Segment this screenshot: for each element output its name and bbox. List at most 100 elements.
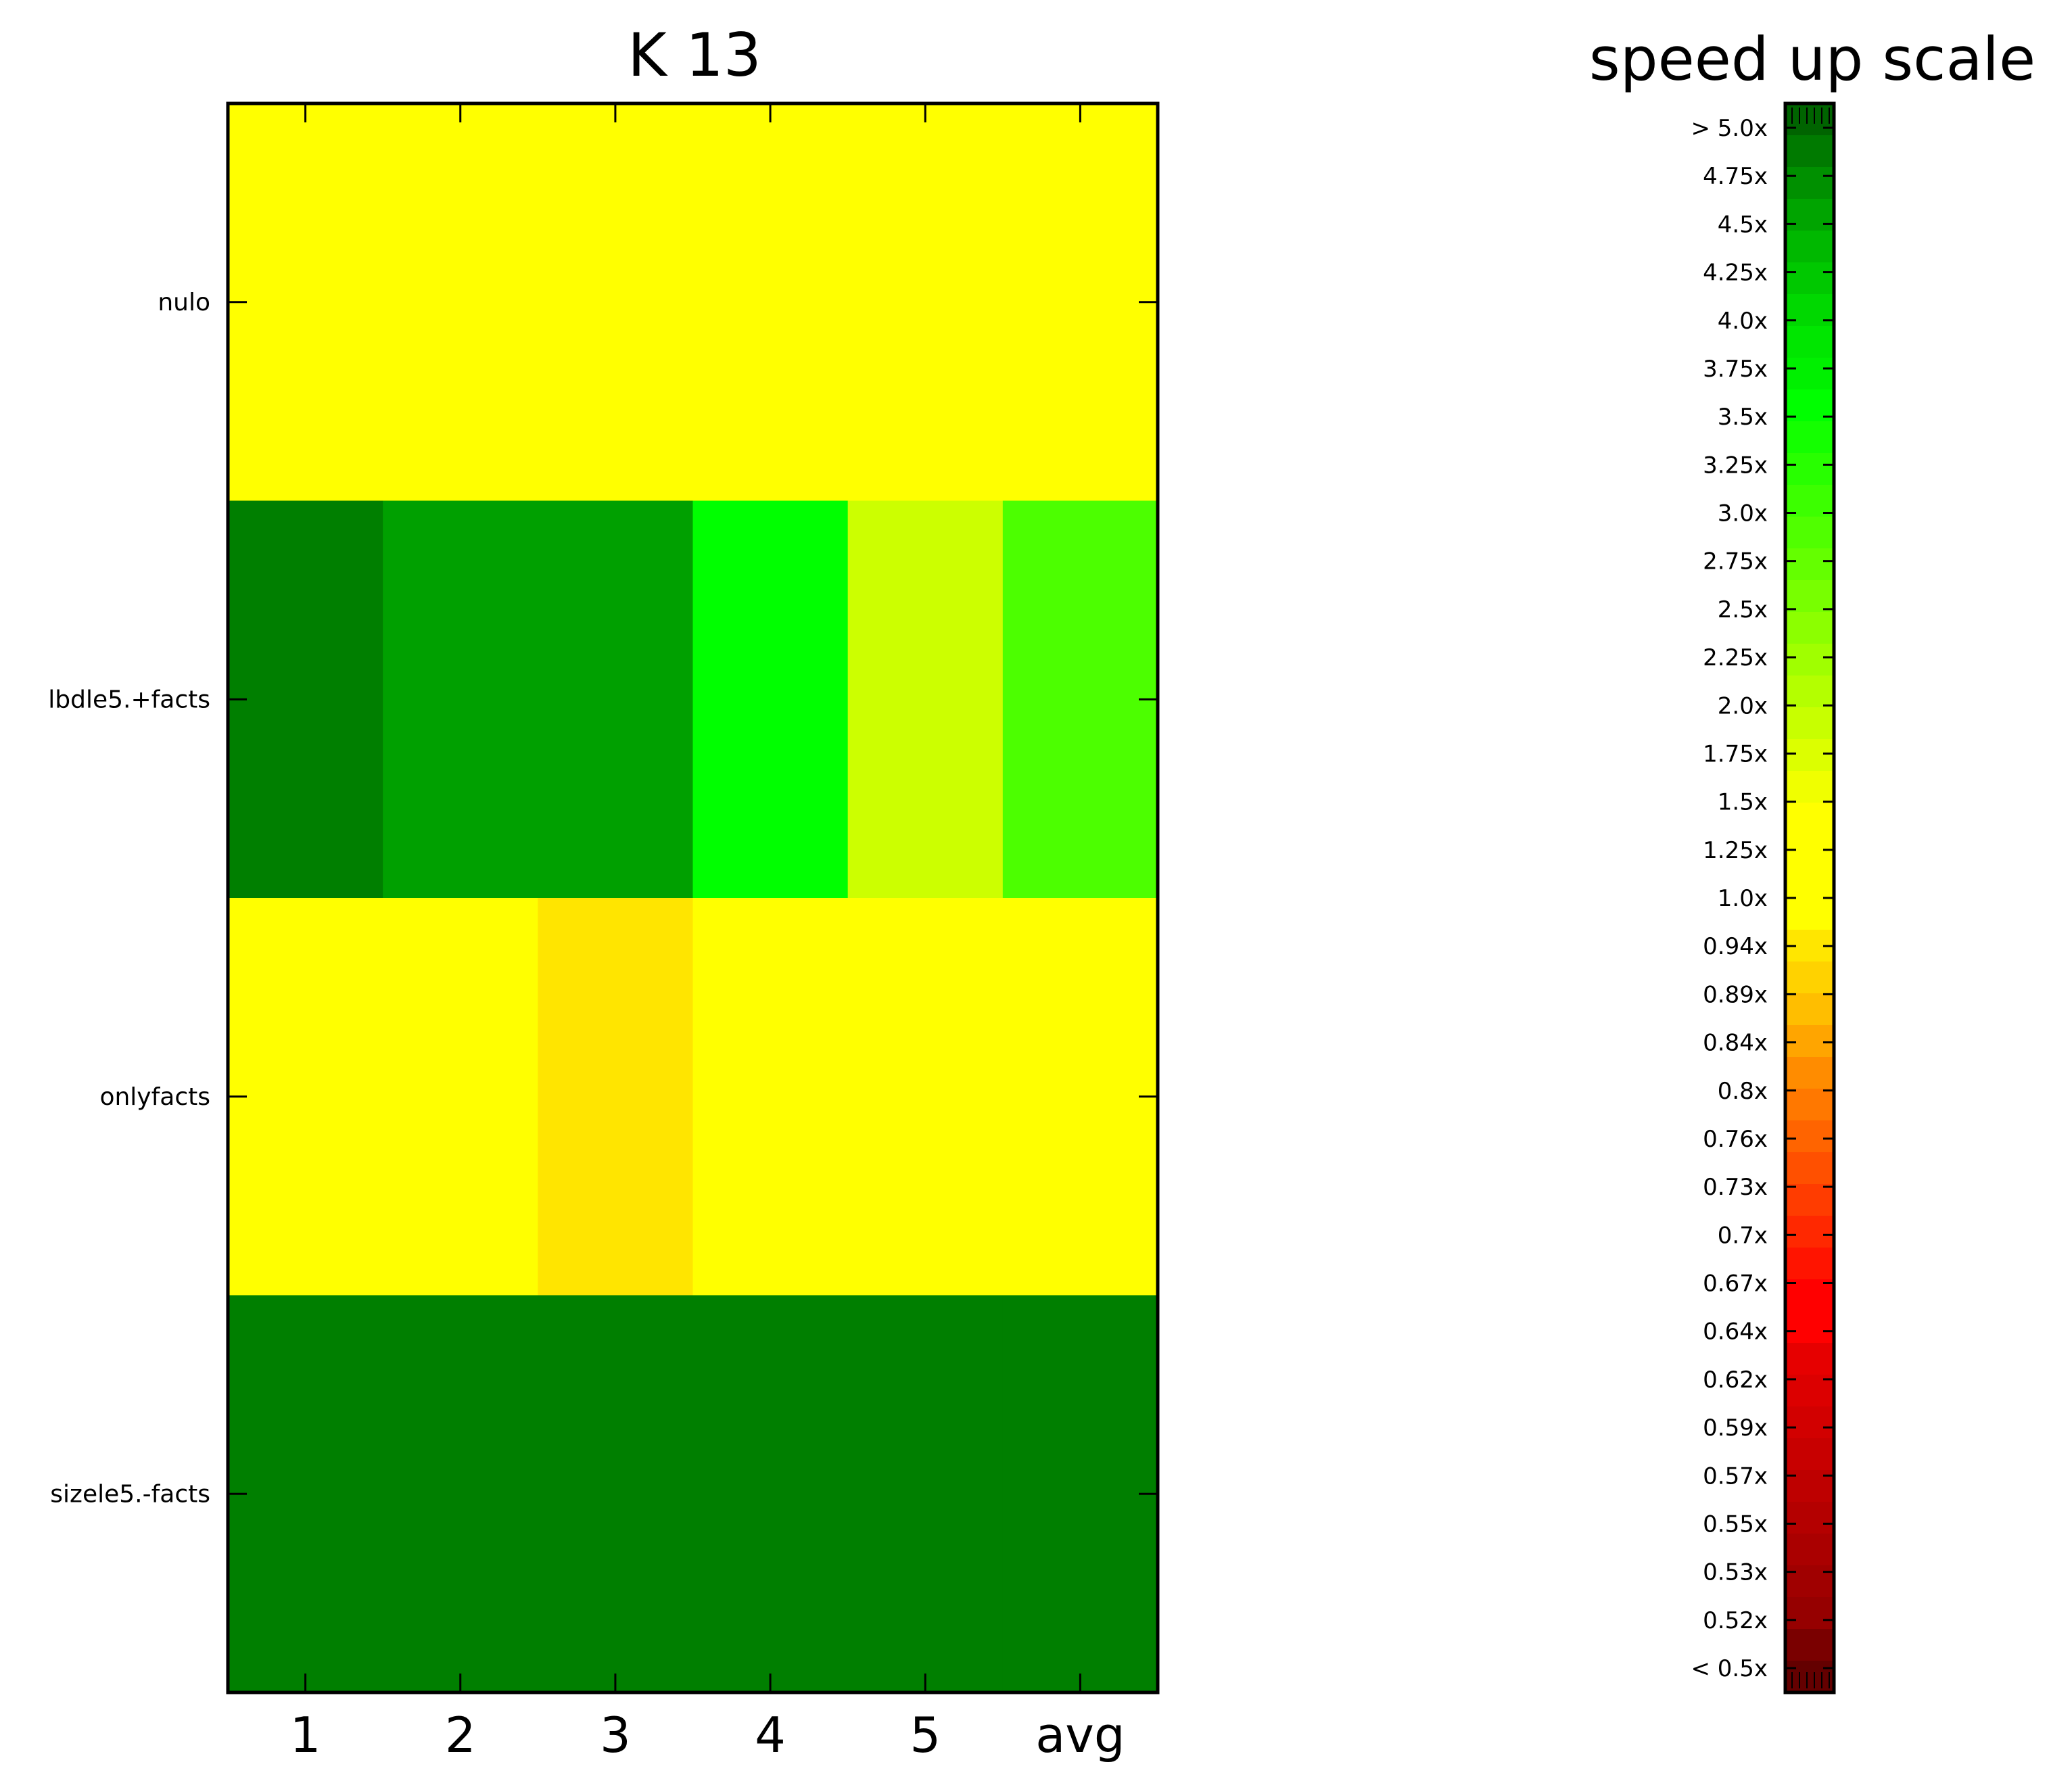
colorbar-band <box>1785 421 1834 454</box>
colorbar-band <box>1785 103 1834 136</box>
x-tick-label: 4 <box>755 1707 786 1763</box>
colorbar-tick-label: 0.62x <box>1703 1367 1768 1394</box>
heatmap-cell <box>1002 898 1158 1296</box>
colorbar-band <box>1785 1279 1834 1312</box>
heatmap-cell <box>228 898 383 1296</box>
colorbar-tick-label: 0.52x <box>1703 1607 1768 1634</box>
colorbar-tick-label: 2.75x <box>1703 548 1768 575</box>
colorbar-band <box>1785 517 1834 549</box>
x-tick-label: avg <box>1035 1707 1125 1763</box>
colorbar-band <box>1785 135 1834 168</box>
heatmap-cell <box>538 898 694 1296</box>
colorbar-band <box>1785 1152 1834 1185</box>
colorbar-band <box>1785 262 1834 295</box>
colorbar-band <box>1785 739 1834 772</box>
colorbar-tick-label: < 0.5x <box>1691 1655 1768 1682</box>
colorbar-band <box>1785 167 1834 199</box>
colorbar-band <box>1785 1597 1834 1630</box>
colorbar-tick-label: 0.67x <box>1703 1271 1768 1298</box>
colorbar-band <box>1785 1629 1834 1661</box>
colorbar-band <box>1785 898 1834 930</box>
x-tick-label: 5 <box>910 1707 941 1763</box>
x-tick-label: 3 <box>600 1707 631 1763</box>
colorbar-band <box>1785 548 1834 581</box>
colorbar-band <box>1785 993 1834 1026</box>
colorbar-tick-label: 4.0x <box>1718 308 1768 335</box>
y-tick-label: sizele5.-facts <box>50 1480 210 1508</box>
colorbar-tick-label: 4.75x <box>1703 163 1768 190</box>
colorbar-tick-label: 1.75x <box>1703 740 1768 767</box>
colorbar-band <box>1785 803 1834 835</box>
heatmap-cell <box>538 1295 694 1693</box>
y-tick-label: lbdle5.+facts <box>48 686 210 713</box>
colorbar-band <box>1785 1565 1834 1598</box>
heatmap-cell <box>228 1295 383 1693</box>
colorbar-band <box>1785 1216 1834 1248</box>
colorbar-tick-label: 0.8x <box>1718 1078 1768 1105</box>
colorbar-tick-label: 2.5x <box>1718 596 1768 623</box>
colorbar-band <box>1785 1184 1834 1216</box>
colorbar-tick-label: 1.25x <box>1703 837 1768 864</box>
colorbar-band <box>1785 453 1834 485</box>
colorbar-tick-label: 4.25x <box>1703 260 1768 287</box>
colorbar-tick-label: 3.5x <box>1718 404 1768 431</box>
colorbar-tick-label: 3.0x <box>1718 500 1768 527</box>
colorbar-band <box>1785 1311 1834 1344</box>
colorbar-tick-label: 2.0x <box>1718 692 1768 719</box>
colorbar-band <box>1785 199 1834 231</box>
heatmap-cell <box>847 1295 1004 1693</box>
colorbar-tick-label: 0.89x <box>1703 981 1768 1008</box>
heatmap-cell <box>692 103 849 502</box>
colorbar-tick-label: 0.55x <box>1703 1511 1768 1538</box>
colorbar-tick-label: 0.53x <box>1703 1559 1768 1586</box>
heatmap-cell <box>383 898 538 1296</box>
heatmap-cell <box>847 103 1004 502</box>
heatmap-cell <box>538 103 694 502</box>
heatmap-title: K 13 <box>628 20 761 90</box>
y-tick-labels: nulo lbdle5.+facts onlyfacts sizele5.-facts <box>48 289 210 1509</box>
colorbar-band <box>1785 294 1834 327</box>
colorbar-tick-label: 3.25x <box>1703 452 1768 479</box>
colorbar-tick-label: 0.76x <box>1703 1126 1768 1153</box>
heatmap-cell <box>692 1295 849 1693</box>
colorbar-band <box>1785 358 1834 390</box>
heatmap-cell <box>1002 103 1158 502</box>
colorbar-tick-label: 3.75x <box>1703 356 1768 383</box>
colorbar-band <box>1785 231 1834 263</box>
colorbar-band <box>1785 580 1834 613</box>
heatmap-cell <box>692 898 849 1296</box>
colorbar-tick-label: 1.5x <box>1718 789 1768 816</box>
colorbar-band <box>1785 1502 1834 1534</box>
colorbar-band <box>1785 644 1834 676</box>
heatmap-cell <box>228 500 383 899</box>
colorbar-band <box>1785 1534 1834 1566</box>
colorbar-tick-label: 1.0x <box>1718 885 1768 912</box>
colorbar-tick-label: > 5.0x <box>1691 115 1768 142</box>
x-tick-label: 1 <box>290 1707 321 1763</box>
colorbar-tick-labels: > 5.0x 4.75x 4.5x 4.25x 4.0x 3.75x 3.5x 3.25x 3.… <box>1691 115 1768 1682</box>
x-tick-label: 2 <box>445 1707 476 1763</box>
heatmap-cell <box>1002 500 1158 899</box>
colorbar-band <box>1785 771 1834 803</box>
colorbar-tick-label: 0.84x <box>1703 1030 1768 1057</box>
heatmap-cell <box>847 500 1004 899</box>
colorbar-band <box>1785 1025 1834 1058</box>
heatmap-cells <box>228 103 1158 1693</box>
y-tick-label: nulo <box>158 289 210 316</box>
x-tick-labels: 1 2 3 4 5 avg <box>290 1707 1125 1763</box>
colorbar-tick-label: 0.59x <box>1703 1415 1768 1442</box>
heatmap-cell <box>383 1295 538 1693</box>
colorbar-band <box>1785 612 1834 644</box>
colorbar-tick-label: 4.5x <box>1718 211 1768 238</box>
colorbar-tick-label: 0.7x <box>1718 1222 1768 1249</box>
heatmap-cell <box>1002 1295 1158 1693</box>
heatmap-cell <box>692 500 849 899</box>
colorbar-band <box>1785 1406 1834 1439</box>
colorbar-band <box>1785 1248 1834 1280</box>
heatmap-cell <box>847 898 1004 1296</box>
colorbar-band <box>1785 326 1834 358</box>
colorbar-bands <box>1785 103 1834 1693</box>
colorbar-tick-label: 2.25x <box>1703 644 1768 671</box>
